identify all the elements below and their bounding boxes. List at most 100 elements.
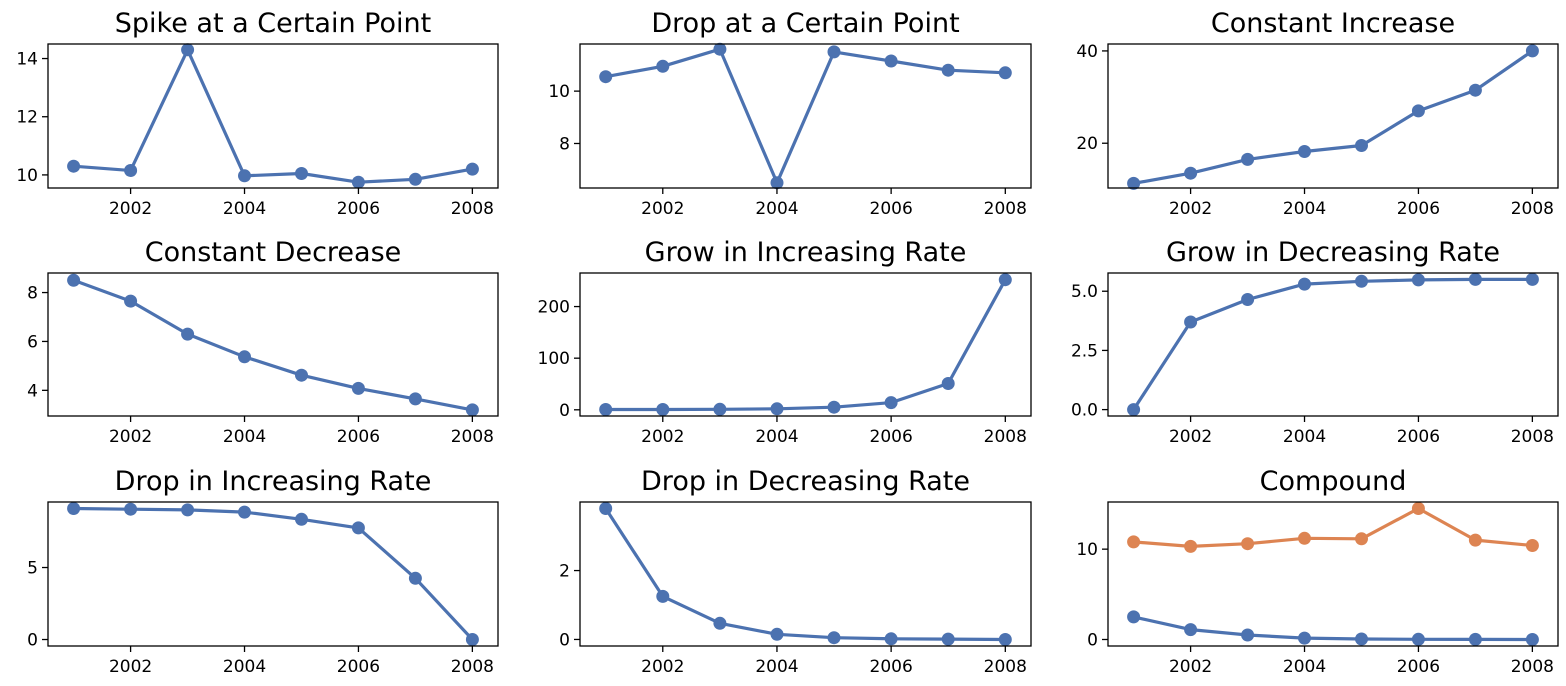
data-point <box>656 403 670 416</box>
data-point <box>1525 44 1539 58</box>
data-point <box>1241 628 1255 642</box>
data-point <box>998 633 1012 646</box>
x-tick-label: 2004 <box>223 199 266 219</box>
y-tick-label: 6 <box>27 332 38 352</box>
data-point <box>827 400 841 414</box>
data-point <box>599 70 613 84</box>
chart-title: Drop in Decreasing Rate <box>641 466 970 497</box>
data-point <box>770 402 784 416</box>
series-line <box>1131 506 1535 549</box>
chart-panel-6: Grow in Decreasing Rate 2002 2004 2006 2008 0… <box>1071 237 1559 447</box>
data-point <box>1525 539 1539 552</box>
data-point <box>1298 631 1311 645</box>
x-tick-label: 2008 <box>984 657 1027 677</box>
y-tick-label: 0 <box>559 630 570 650</box>
data-point <box>295 512 308 526</box>
x-tick-label: 2002 <box>1169 657 1212 677</box>
data-point <box>408 571 422 585</box>
x-tick-label: 2008 <box>1511 427 1554 447</box>
chart-panel-5: Grow in Increasing Rate 2002 2004 2006 2008 0… <box>538 237 1032 447</box>
axes-frame <box>579 43 1032 189</box>
data-point <box>1411 273 1425 287</box>
x-tick-label: 2006 <box>1397 199 1440 219</box>
data-point <box>713 402 727 416</box>
axes-frame <box>579 501 1032 647</box>
chart-title: Compound <box>1260 466 1407 497</box>
x-tick-label: 2004 <box>755 199 798 219</box>
data-point <box>941 377 955 390</box>
chart-panel-8: Drop in Decreasing Rate 2002 2004 2006 2008 0… <box>559 466 1032 677</box>
x-tick-label: 2008 <box>984 427 1027 447</box>
data-point <box>656 589 670 603</box>
axes-frame <box>1107 272 1559 417</box>
x-tick-label: 2004 <box>223 427 266 447</box>
axes-frame <box>47 43 499 189</box>
x-tick-label: 2008 <box>1511 199 1554 219</box>
data-point <box>295 368 308 382</box>
x-tick-label: 2002 <box>109 199 152 219</box>
y-tick-label: 100 <box>538 349 570 369</box>
data-point <box>1184 539 1198 553</box>
y-tick-label: 4 <box>27 381 38 401</box>
data-point <box>599 502 613 515</box>
series-line <box>604 278 1007 412</box>
data-point <box>1355 532 1368 546</box>
data-point <box>1525 272 1539 286</box>
data-point <box>1127 403 1141 417</box>
x-tick-label: 2008 <box>451 199 494 219</box>
data-point <box>408 392 422 406</box>
x-tick-label: 2004 <box>1283 427 1326 447</box>
data-point <box>1241 293 1255 306</box>
data-point <box>181 503 195 517</box>
data-point <box>1298 531 1311 545</box>
x-tick-label: 2004 <box>1283 199 1326 219</box>
data-point <box>713 42 727 56</box>
y-tick-label: 8 <box>559 134 570 154</box>
data-point <box>1298 145 1311 158</box>
data-point <box>465 633 479 646</box>
y-tick-label: 10 <box>548 82 570 102</box>
series-line <box>604 506 1007 642</box>
data-point <box>827 45 841 59</box>
y-tick-label: 0 <box>559 401 570 421</box>
data-point <box>884 54 898 68</box>
data-point <box>599 403 613 416</box>
series-line <box>71 506 474 642</box>
x-tick-label: 2006 <box>870 657 913 677</box>
data-point <box>1468 533 1482 547</box>
x-tick-label: 2002 <box>641 657 684 677</box>
data-point <box>1127 176 1141 190</box>
data-point <box>351 521 365 535</box>
y-tick-label: 8 <box>27 284 38 304</box>
data-point <box>884 632 898 646</box>
y-tick-label: 0 <box>27 631 38 651</box>
x-tick-label: 2008 <box>1511 657 1554 677</box>
data-point <box>998 66 1012 80</box>
data-point <box>1355 274 1368 288</box>
chart-title: Grow in Increasing Rate <box>645 237 967 268</box>
y-tick-label: 5.0 <box>1071 282 1098 302</box>
chart-panel-7: Drop in Increasing Rate 2002 2004 2006 2008 0… <box>27 466 499 677</box>
axes-frame <box>579 272 1032 417</box>
chart-title: Drop at a Certain Point <box>651 8 959 39</box>
series-line <box>1131 49 1535 185</box>
data-point <box>770 627 784 641</box>
series-line <box>604 47 1007 185</box>
data-point <box>238 350 251 364</box>
chart-panel-9: Compound 2002 2004 2006 2008 0 10 <box>1076 466 1559 677</box>
y-tick-label: 200 <box>538 298 570 318</box>
data-point <box>1468 83 1482 97</box>
x-tick-label: 2004 <box>755 657 798 677</box>
chart-panel-4: Constant Decrease 2002 2004 2006 2008 4 6 8 <box>27 237 499 447</box>
data-point <box>465 403 479 417</box>
data-point <box>1298 277 1311 291</box>
data-point <box>770 176 784 190</box>
data-point <box>827 631 841 645</box>
axes-frame <box>1107 43 1559 189</box>
y-tick-label: 5 <box>27 559 38 579</box>
x-tick-label: 2006 <box>870 427 913 447</box>
chart-panel-3: Constant Increase 2002 2004 2006 2008 20 40 <box>1076 8 1559 219</box>
data-point <box>465 162 479 176</box>
data-point <box>1355 139 1368 152</box>
